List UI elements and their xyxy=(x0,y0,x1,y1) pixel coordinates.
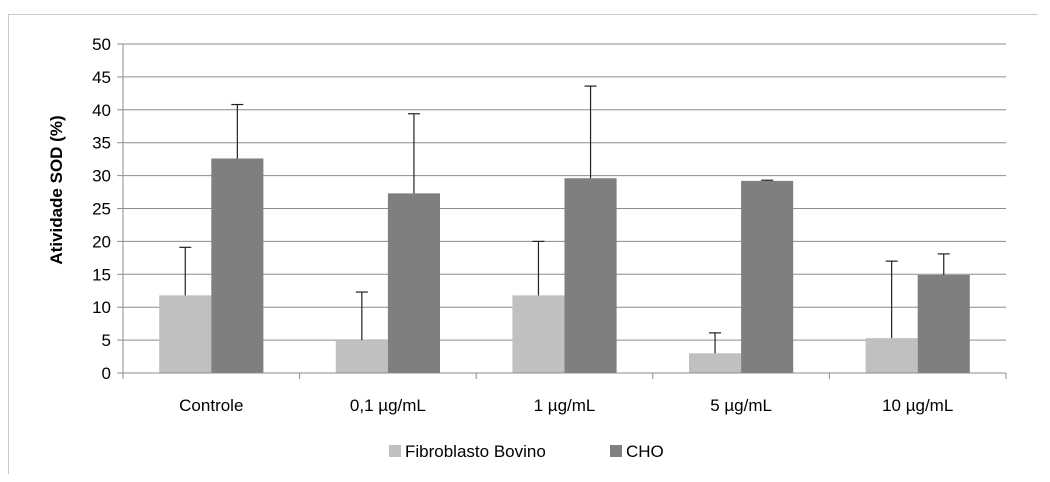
y-tick-label: 10 xyxy=(92,298,111,317)
bar-series1-0 xyxy=(211,158,264,373)
y-tick-label: 15 xyxy=(92,265,111,284)
bar-series1-1 xyxy=(387,193,440,373)
legend: Fibroblasto Bovino CHO xyxy=(389,442,664,461)
bar-series0-3 xyxy=(689,353,742,373)
y-tick-label: 50 xyxy=(92,35,111,54)
bar-series0-0 xyxy=(159,295,212,373)
error-bars xyxy=(179,85,950,354)
y-tick-label: 0 xyxy=(102,364,111,383)
y-axis-label: Atividade SOD (%) xyxy=(47,115,66,264)
y-tick-label: 20 xyxy=(92,232,111,251)
legend-swatch xyxy=(610,445,622,457)
legend-swatch xyxy=(389,445,401,457)
x-axis: Controle 0,1 µg/mL 1 µg/mL 5 µg/mL 10 µg/mL xyxy=(122,372,1007,415)
x-tick-label: 10 µg/mL xyxy=(882,396,953,415)
y-tick-label: 25 xyxy=(92,200,111,219)
bars xyxy=(159,158,970,373)
y-axis: 0 5 10 15 20 25 30 35 40 45 50 xyxy=(92,35,124,383)
bar-series1-2 xyxy=(564,178,617,373)
chart-frame xyxy=(8,14,1038,474)
y-tick-label: 45 xyxy=(92,68,111,87)
bar-series0-1 xyxy=(335,340,388,373)
y-tick-label: 40 xyxy=(92,101,111,120)
y-tick-label: 5 xyxy=(102,331,111,350)
x-tick-label: 1 µg/mL xyxy=(534,396,596,415)
bar-series1-3 xyxy=(741,180,794,373)
x-tick-label: Controle xyxy=(179,396,243,415)
bar-series1-4 xyxy=(917,274,970,373)
legend-label: CHO xyxy=(626,442,664,461)
bar-series0-4 xyxy=(865,338,918,373)
x-tick-label: 0,1 µg/mL xyxy=(350,396,426,415)
legend-label: Fibroblasto Bovino xyxy=(405,442,546,461)
bar-series0-2 xyxy=(512,295,565,373)
y-tick-label: 30 xyxy=(92,167,111,186)
x-tick-label: 5 µg/mL xyxy=(710,396,772,415)
y-tick-label: 35 xyxy=(92,134,111,153)
